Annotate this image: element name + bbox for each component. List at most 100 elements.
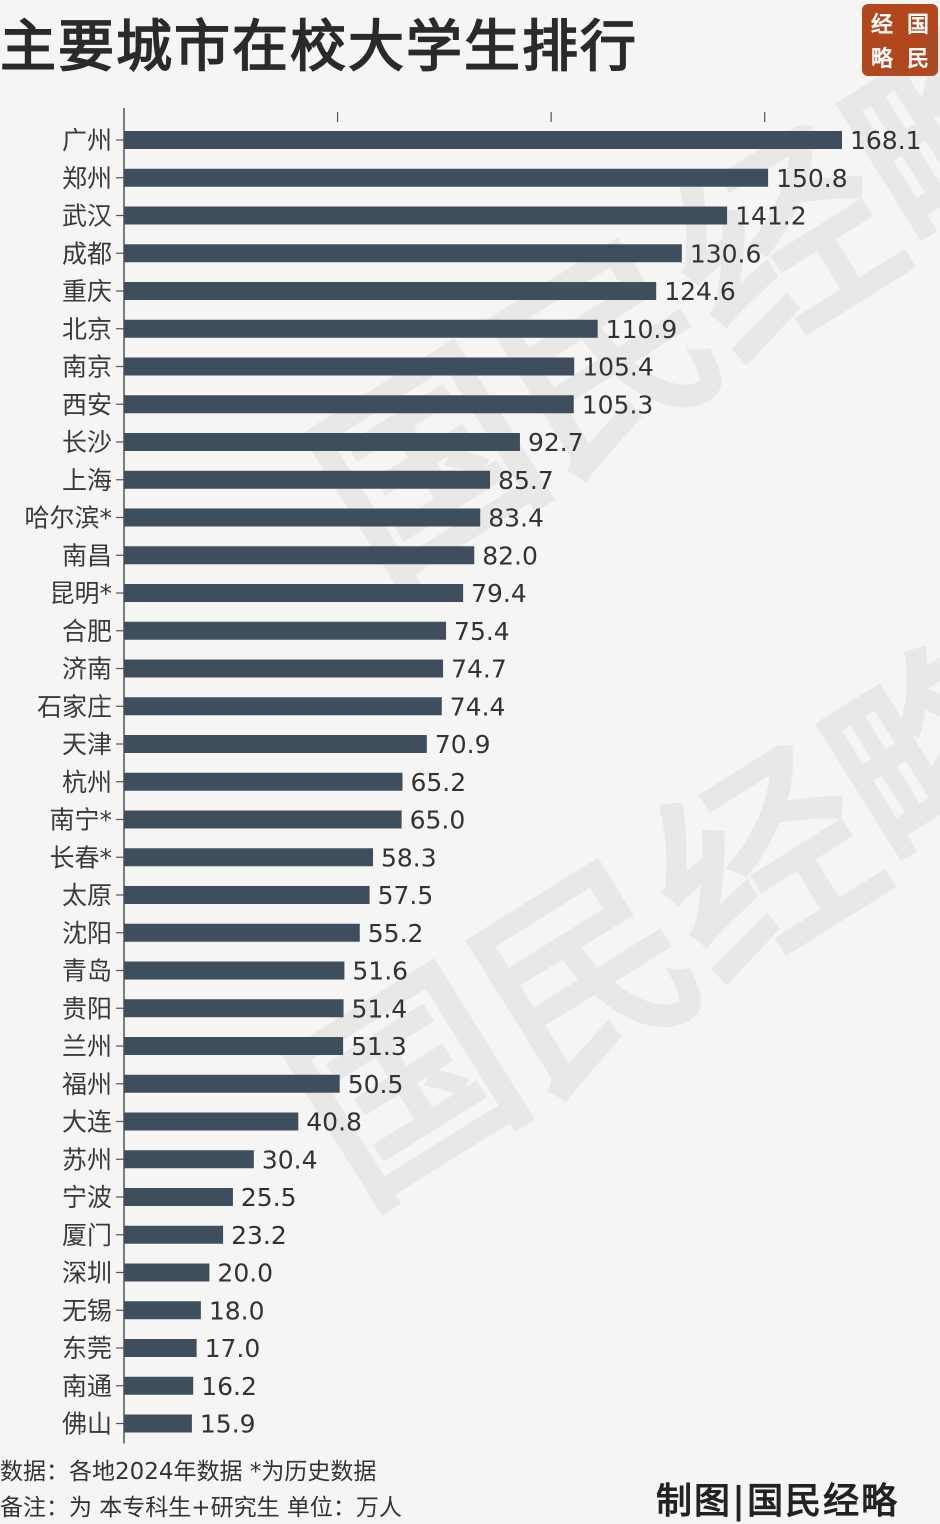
category-label: 哈尔滨*	[24, 504, 112, 533]
category-label: 福州	[62, 1070, 112, 1099]
category-label: 南通	[62, 1372, 112, 1401]
value-label: 79.4	[471, 579, 527, 608]
bar	[124, 659, 444, 678]
bar	[124, 244, 682, 263]
bar	[124, 1263, 210, 1282]
value-label: 51.4	[352, 994, 408, 1023]
value-label: 75.4	[454, 617, 510, 646]
bar	[124, 697, 442, 716]
category-label: 兰州	[62, 1032, 112, 1061]
value-label: 110.9	[606, 315, 678, 344]
category-label: 重庆	[62, 277, 112, 306]
bar	[124, 584, 464, 602]
category-label: 上海	[62, 466, 112, 495]
logo-char: 经	[870, 12, 893, 38]
value-label: 18.0	[209, 1296, 265, 1325]
category-label: 广州	[62, 126, 112, 155]
value-label: 50.5	[348, 1070, 404, 1099]
value-label: 83.4	[488, 504, 544, 533]
bar	[124, 470, 491, 489]
category-label: 西安	[62, 390, 112, 419]
category-label: 南昌	[62, 541, 112, 570]
value-label: 74.7	[451, 655, 507, 684]
bar	[124, 1339, 197, 1357]
credit-text: 制图|国民经略	[656, 1480, 900, 1522]
bar	[124, 1150, 254, 1169]
value-label: 51.3	[351, 1032, 407, 1061]
bar	[124, 131, 842, 149]
value-label: 20.0	[217, 1259, 273, 1288]
value-label: 23.2	[231, 1221, 287, 1250]
value-label: 82.0	[482, 541, 538, 570]
category-label: 长春*	[49, 843, 112, 872]
value-label: 85.7	[498, 466, 554, 495]
value-label: 16.2	[201, 1372, 257, 1401]
category-label: 青岛	[62, 957, 112, 986]
value-label: 70.9	[435, 730, 491, 759]
category-label: 合肥	[62, 617, 112, 646]
value-label: 168.1	[850, 126, 922, 155]
value-label: 105.4	[582, 353, 654, 382]
bar	[124, 508, 481, 527]
unit-note: 备注：为 本专科生+研究生 单位：万人	[0, 1495, 402, 1521]
bar	[124, 546, 475, 565]
value-label: 15.9	[200, 1410, 256, 1439]
category-label: 天津	[62, 730, 112, 759]
category-label: 东莞	[62, 1334, 112, 1363]
bar	[124, 1376, 194, 1395]
bar	[124, 735, 427, 753]
value-label: 55.2	[368, 919, 424, 948]
category-label: 北京	[62, 315, 112, 344]
category-label: 宁波	[62, 1183, 112, 1212]
category-label: 武汉	[62, 202, 112, 231]
bar	[124, 1037, 344, 1055]
value-label: 141.2	[735, 202, 807, 231]
bar	[124, 848, 374, 867]
value-label: 57.5	[378, 881, 434, 910]
bar	[124, 999, 344, 1018]
category-label: 济南	[62, 655, 112, 684]
bar	[124, 1225, 224, 1244]
bar	[124, 923, 360, 942]
bar	[124, 1301, 201, 1320]
bar	[124, 168, 769, 187]
value-label: 92.7	[528, 428, 584, 457]
category-label: 成都	[62, 239, 112, 268]
category-label: 太原	[62, 881, 112, 910]
category-label: 长沙	[62, 428, 112, 457]
category-label: 深圳	[62, 1259, 112, 1288]
logo-char: 国	[906, 12, 929, 38]
bar	[124, 1074, 340, 1093]
bar	[124, 810, 402, 829]
category-label: 南京	[62, 353, 112, 382]
value-label: 65.2	[410, 768, 466, 797]
value-label: 105.3	[582, 390, 654, 419]
value-label: 51.6	[352, 957, 408, 986]
value-label: 130.6	[690, 239, 762, 268]
category-label: 南宁*	[49, 806, 112, 835]
bar	[124, 395, 574, 414]
logo-char: 略	[870, 46, 893, 72]
chart-title: 主要城市在校大学生排行	[0, 15, 638, 80]
bar	[124, 621, 447, 640]
value-label: 40.8	[306, 1108, 362, 1137]
bar	[124, 319, 598, 338]
bar	[124, 1112, 299, 1131]
bar	[124, 1188, 233, 1206]
value-label: 150.8	[776, 164, 848, 193]
category-label: 大连	[62, 1108, 112, 1137]
value-label: 58.3	[381, 843, 437, 872]
bar	[124, 357, 575, 376]
bar	[124, 282, 657, 300]
value-label: 124.6	[664, 277, 736, 306]
category-label: 无锡	[62, 1296, 112, 1325]
bar	[124, 206, 728, 225]
value-label: 30.4	[262, 1145, 318, 1174]
category-label: 贵阳	[62, 994, 112, 1023]
category-label: 佛山	[62, 1410, 112, 1439]
category-label: 杭州	[62, 768, 112, 797]
category-label: 郑州	[62, 164, 112, 193]
bar	[124, 772, 403, 791]
category-label: 沈阳	[62, 919, 112, 948]
data-source-note: 数据：各地2024年数据 *为历史数据	[0, 1459, 377, 1485]
